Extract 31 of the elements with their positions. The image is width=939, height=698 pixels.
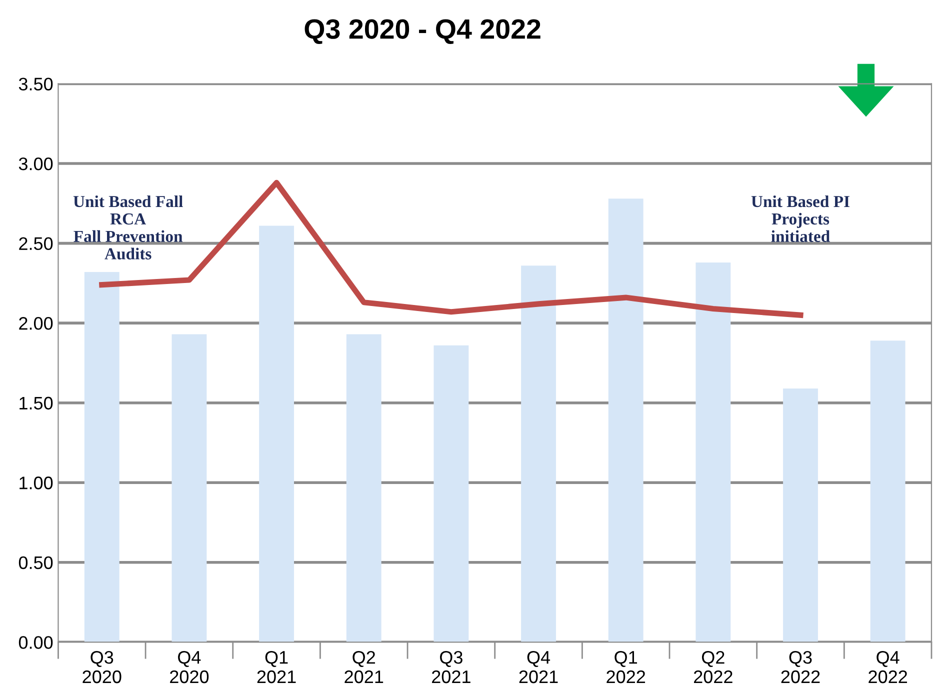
bar xyxy=(870,340,906,642)
x-tick-label: Q3 2022 xyxy=(781,650,820,684)
bar xyxy=(521,266,556,642)
bar xyxy=(259,226,294,642)
bar xyxy=(346,334,382,642)
y-tick-label: 2.00 xyxy=(19,317,53,330)
y-tick-label: 3.00 xyxy=(18,157,53,170)
y-tick-label: 0.50 xyxy=(18,556,53,570)
x-tick-label: Q4 2020 xyxy=(170,650,209,684)
bar xyxy=(84,272,120,642)
x-tick-label: Q4 2021 xyxy=(519,650,558,684)
x-tick-label: Q2 2022 xyxy=(694,650,732,684)
bar xyxy=(172,334,207,642)
annotation: Unit Based Fall RCA Fall Prevention Audits xyxy=(73,195,183,260)
x-tick-label: Q3 2021 xyxy=(432,650,470,684)
bar xyxy=(434,345,469,642)
y-tick-label: 0.00 xyxy=(18,636,53,649)
y-tick-label: 2.50 xyxy=(19,237,53,250)
x-tick-label: Q2 2021 xyxy=(344,650,384,684)
y-tick-label: 1.50 xyxy=(20,396,53,410)
x-tick-label: Q1 2022 xyxy=(606,650,646,684)
y-tick-label: 1.00 xyxy=(20,476,53,490)
bar xyxy=(696,262,731,642)
chart-title: Q3 2020 - Q4 2022 xyxy=(304,19,540,44)
annotation: Unit Based PI Projects initiated xyxy=(751,195,850,242)
bar xyxy=(783,388,818,642)
x-tick-label: Q4 2022 xyxy=(868,650,908,684)
x-tick-label: Q1 2021 xyxy=(257,650,296,684)
bar xyxy=(608,198,644,642)
x-tick-label: Q3 2020 xyxy=(82,650,122,684)
y-tick-label: 3.50 xyxy=(18,78,53,90)
